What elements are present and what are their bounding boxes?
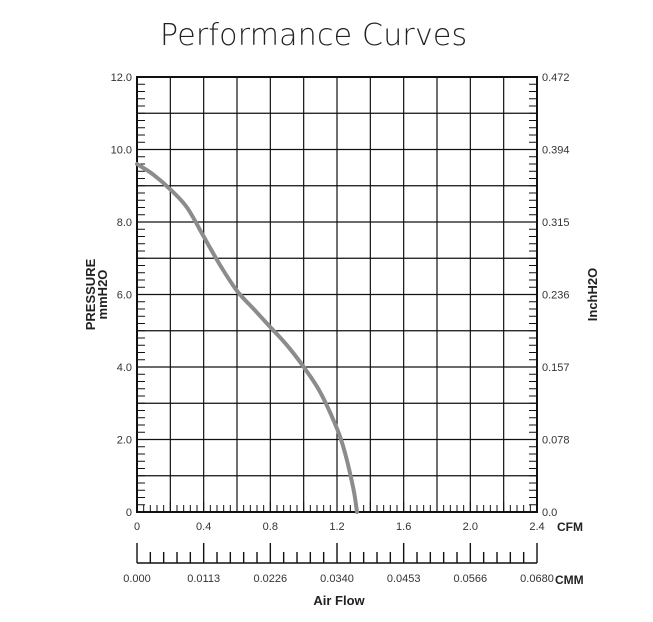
x-tick-label-secondary: 0.0226 <box>254 573 288 585</box>
x-tick-label: 2.0 <box>463 521 478 533</box>
y-tick-label-right: 0.0 <box>542 507 557 519</box>
y-tick-label-left: 10.0 <box>111 145 132 157</box>
y-tick-label-left: 8.0 <box>117 217 132 229</box>
y-tick-label-left: 2.0 <box>117 435 132 447</box>
y-tick-label-left: 0 <box>126 507 132 519</box>
x-tick-label-secondary: 0.0680 <box>520 573 554 585</box>
y-axis-title-right: InchH2O <box>585 268 600 321</box>
y-axis-title-left: PRESSURE <box>83 258 98 330</box>
y-tick-label-right: 0.315 <box>542 217 570 229</box>
chart-title: Performance Curves <box>160 18 468 53</box>
y-axis-subtitle-left: mmH2O <box>95 270 110 320</box>
x-tick-label-secondary: 0.000 <box>123 573 151 585</box>
x-tick-label: 1.6 <box>396 521 411 533</box>
y-tick-label-right: 0.157 <box>542 362 570 374</box>
x-tick-label-secondary: 0.0453 <box>387 573 421 585</box>
x-tick-label-secondary: 0.0113 <box>187 573 220 585</box>
y-tick-label-right: 0.236 <box>542 290 570 302</box>
y-tick-label-right: 0.472 <box>542 72 570 84</box>
x-tick-label-secondary: 0.0566 <box>454 573 488 585</box>
x-axis-title: Air Flow <box>313 593 365 608</box>
performance-curve <box>135 162 359 514</box>
x-unit-secondary: CMM <box>555 573 584 587</box>
x-tick-label: 0.8 <box>263 521 278 533</box>
x-tick-label: 0.4 <box>196 521 211 533</box>
x-tick-label: 0 <box>134 521 140 533</box>
x-unit-primary: CFM <box>557 520 583 534</box>
x-tick-label: 1.2 <box>329 521 344 533</box>
x-tick-label-secondary: 0.0340 <box>320 573 354 585</box>
y-tick-label-right: 0.078 <box>542 435 570 447</box>
x-tick-label: 2.4 <box>529 521 544 533</box>
y-tick-label-left: 12.0 <box>111 72 132 84</box>
y-tick-label-left: 4.0 <box>117 362 132 374</box>
y-tick-label-left: 6.0 <box>117 290 132 302</box>
y-tick-label-right: 0.394 <box>542 145 570 157</box>
